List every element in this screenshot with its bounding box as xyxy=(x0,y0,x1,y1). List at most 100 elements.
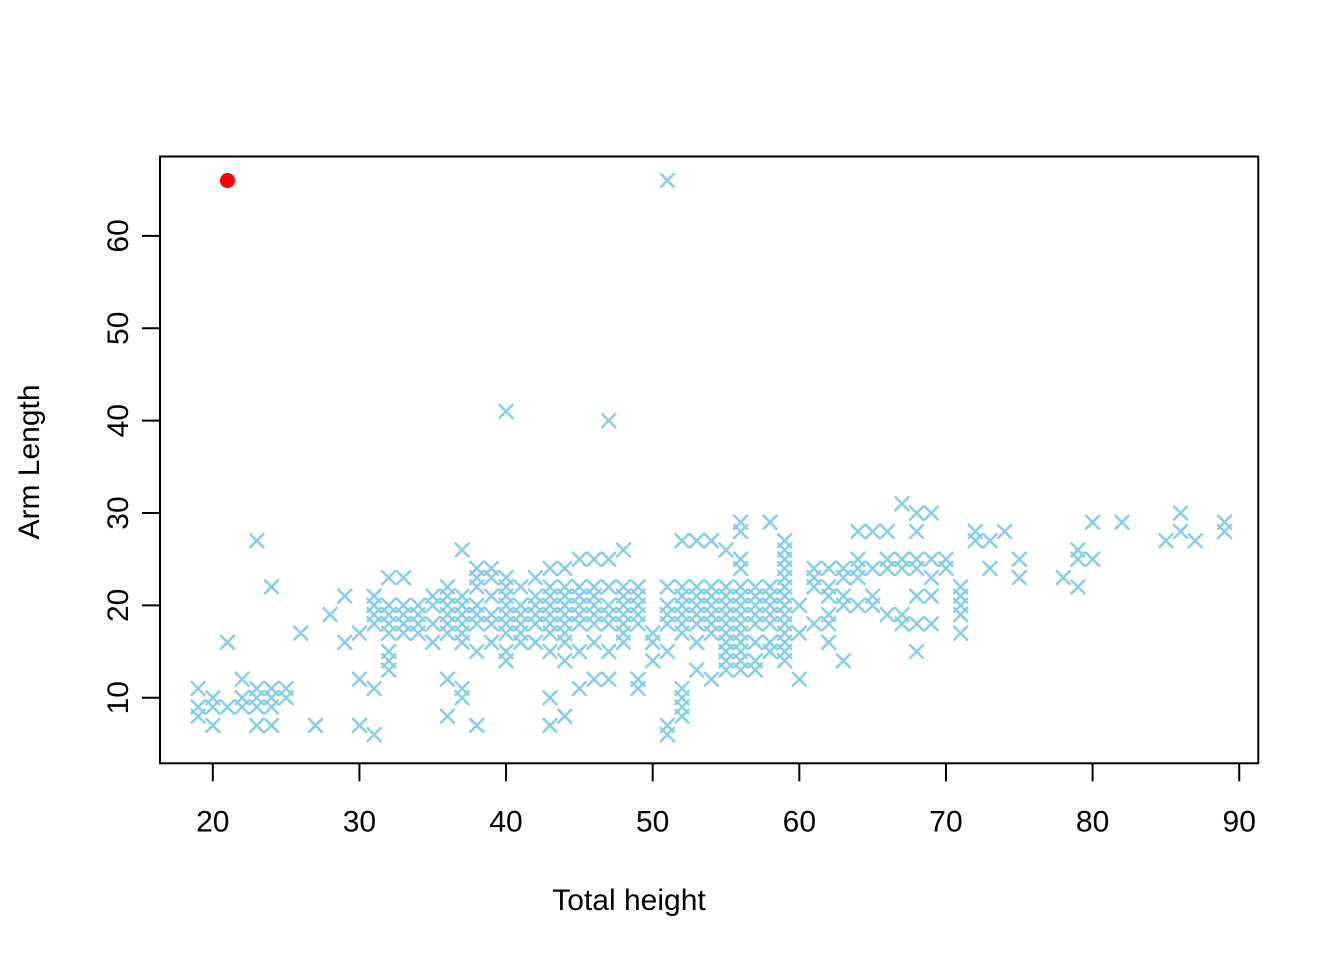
data-point xyxy=(908,616,925,632)
data-point xyxy=(263,699,280,715)
data-point xyxy=(908,505,925,521)
data-point xyxy=(498,625,514,641)
x-axis-tick-label: 60 xyxy=(783,805,816,838)
data-point xyxy=(293,625,309,641)
data-point xyxy=(249,532,265,549)
data-point xyxy=(850,597,866,614)
data-point xyxy=(366,616,382,632)
data-point xyxy=(322,606,338,623)
data-point xyxy=(820,634,837,651)
data-point xyxy=(483,634,500,651)
data-point xyxy=(454,542,470,558)
data-point xyxy=(630,680,646,697)
y-axis-title: Arm Length xyxy=(13,384,46,540)
data-point xyxy=(806,579,822,595)
data-point xyxy=(351,671,368,688)
data-point xyxy=(908,523,925,540)
y-axis-tick-label: 20 xyxy=(102,589,135,622)
data-point xyxy=(483,616,500,632)
data-point xyxy=(879,606,896,623)
data-point xyxy=(908,643,925,660)
data-point xyxy=(542,717,558,734)
data-point xyxy=(718,542,734,558)
data-point xyxy=(278,689,294,706)
data-point xyxy=(732,662,749,678)
data-point xyxy=(908,588,925,604)
data-point xyxy=(542,689,558,706)
data-point xyxy=(923,569,940,586)
x-axis-tick-label: 90 xyxy=(1223,805,1256,838)
data-point xyxy=(307,717,324,734)
data-point xyxy=(864,523,881,540)
data-point xyxy=(527,569,544,586)
data-point xyxy=(732,523,749,540)
data-point xyxy=(454,689,470,706)
data-point xyxy=(337,588,353,604)
plot-frame xyxy=(159,155,1260,765)
data-point xyxy=(820,560,837,577)
data-point xyxy=(688,662,705,678)
data-point xyxy=(791,671,808,688)
data-point xyxy=(923,551,940,567)
data-point xyxy=(1216,523,1233,540)
data-point xyxy=(542,625,558,641)
data-point xyxy=(556,708,573,724)
data-point xyxy=(776,653,793,669)
x-axis-tick-label: 40 xyxy=(489,805,522,838)
data-point xyxy=(219,699,236,715)
data-point xyxy=(982,560,998,577)
data-point xyxy=(996,523,1013,540)
data-point xyxy=(263,579,280,595)
data-point xyxy=(586,616,602,632)
data-point xyxy=(850,523,866,540)
data-point xyxy=(571,680,588,697)
data-point xyxy=(1114,514,1130,530)
x-axis-tick-label: 20 xyxy=(196,805,229,838)
data-point xyxy=(703,625,720,641)
data-point xyxy=(234,699,250,715)
data-point xyxy=(820,616,837,632)
data-point xyxy=(205,699,221,715)
data-point xyxy=(1084,514,1101,530)
data-point xyxy=(879,523,896,540)
data-point xyxy=(366,726,382,743)
data-point xyxy=(644,634,661,651)
data-point xyxy=(908,560,925,577)
data-point xyxy=(835,653,852,669)
data-point xyxy=(659,579,676,595)
data-point xyxy=(512,579,529,595)
data-point xyxy=(542,560,558,577)
data-point xyxy=(835,569,852,586)
data-point xyxy=(938,560,954,577)
data-point xyxy=(468,616,485,632)
data-point xyxy=(205,717,221,734)
data-point xyxy=(424,597,441,614)
data-point xyxy=(659,726,676,743)
data-point xyxy=(556,653,573,669)
data-point xyxy=(600,643,617,660)
data-point xyxy=(630,616,646,632)
data-point xyxy=(468,643,485,660)
data-point xyxy=(923,505,940,521)
data-point xyxy=(952,606,969,623)
data-point xyxy=(571,643,588,660)
data-point xyxy=(747,616,764,632)
y-axis-tick-label: 60 xyxy=(102,219,135,252)
data-point xyxy=(600,579,617,595)
data-point xyxy=(424,616,441,632)
data-point xyxy=(498,403,514,420)
data-point xyxy=(483,569,500,586)
data-point xyxy=(644,653,661,669)
data-point xyxy=(381,625,397,641)
data-point xyxy=(1070,551,1086,567)
y-axis-tick-label: 50 xyxy=(102,312,135,345)
data-point xyxy=(791,625,808,641)
y-axis-tick-label: 10 xyxy=(102,681,135,714)
data-point xyxy=(674,532,690,549)
data-point xyxy=(586,551,602,567)
data-point xyxy=(468,579,485,595)
data-point xyxy=(1055,569,1072,586)
data-point xyxy=(424,634,441,651)
